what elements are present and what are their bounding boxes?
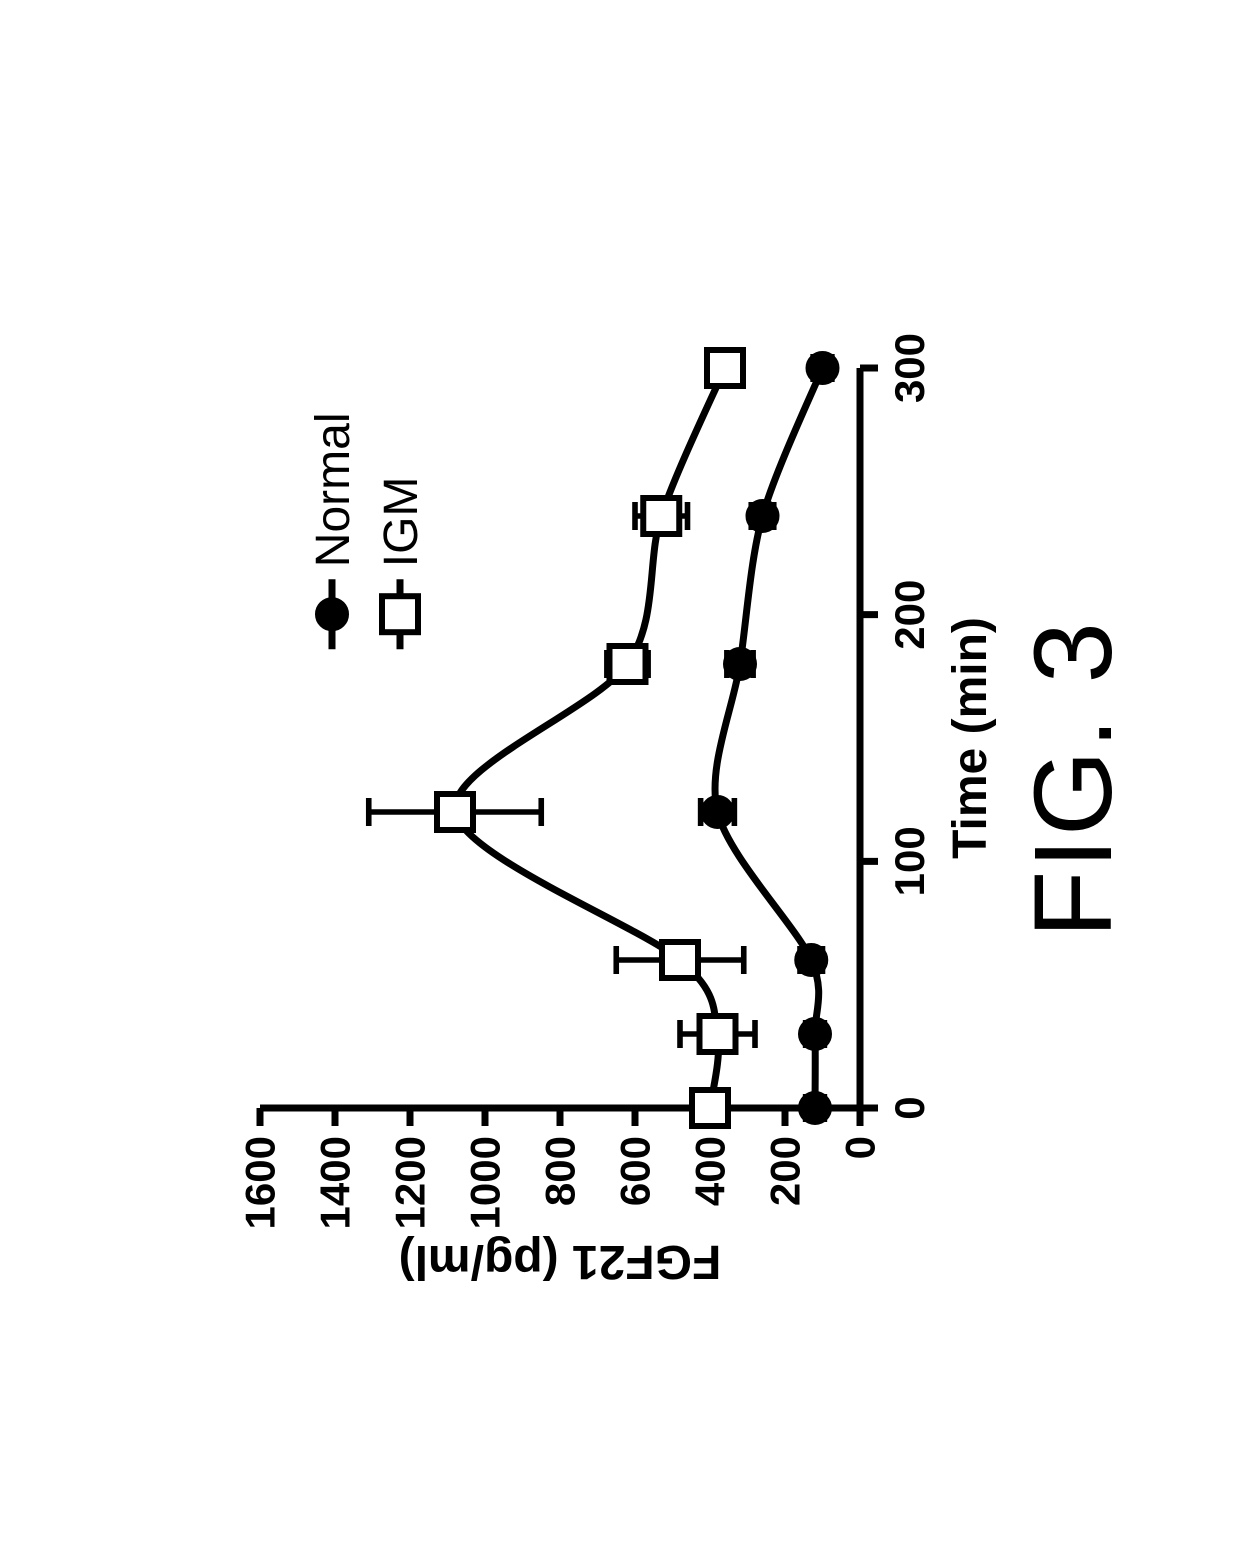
line-chart: 0 200 400 600 800 1000 1200 1400 1600 0 100 200 300 T… (240, 328, 1000, 1298)
y-axis-label: FGF21 (pg/ml) (399, 1235, 722, 1288)
y-tick-label: 1200 (387, 1136, 434, 1229)
marker-circle (704, 798, 732, 826)
x-tick-label: 300 (886, 333, 933, 403)
chart-container: 0 200 400 600 800 1000 1200 1400 1600 0 100 200 300 T… (240, 278, 1000, 1298)
series-line (455, 368, 725, 1108)
marker-circle (797, 946, 825, 974)
page-canvas: 0 200 400 600 800 1000 1200 1400 1600 0 100 200 300 T… (0, 0, 1240, 1558)
marker-circle (809, 354, 837, 382)
y-tick-label: 200 (762, 1136, 809, 1206)
y-tick-label: 1600 (240, 1136, 284, 1229)
marker-circle (318, 600, 346, 628)
marker-square (382, 596, 418, 632)
legend-label: IGM (375, 477, 428, 568)
marker-circle (801, 1020, 829, 1048)
x-tick-label: 100 (886, 826, 933, 896)
x-tick-label: 0 (886, 1096, 933, 1119)
marker-square (700, 1016, 736, 1052)
x-tick-label: 200 (886, 580, 933, 650)
marker-square (437, 794, 473, 830)
marker-square (662, 942, 698, 978)
marker-square (610, 646, 646, 682)
y-tick-label: 600 (612, 1136, 659, 1206)
marker-square (643, 498, 679, 534)
marker-square (707, 350, 743, 386)
x-axis-label: Time (min) (944, 617, 997, 859)
legend-label: Normal (307, 413, 360, 568)
marker-circle (801, 1094, 829, 1122)
y-tick-label: 1400 (312, 1136, 359, 1229)
marker-circle (726, 650, 754, 678)
y-tick-label: 1000 (462, 1136, 509, 1229)
figure-caption: FIG. 3 (1010, 0, 1137, 1558)
series-line (715, 368, 823, 1108)
y-tick-label: 0 (837, 1136, 884, 1159)
y-tick-label: 400 (687, 1136, 734, 1206)
marker-square (692, 1090, 728, 1126)
rotated-figure: 0 200 400 600 800 1000 1200 1400 1600 0 100 200 300 T… (0, 0, 1240, 1558)
marker-circle (749, 502, 777, 530)
y-tick-label: 800 (537, 1136, 584, 1206)
